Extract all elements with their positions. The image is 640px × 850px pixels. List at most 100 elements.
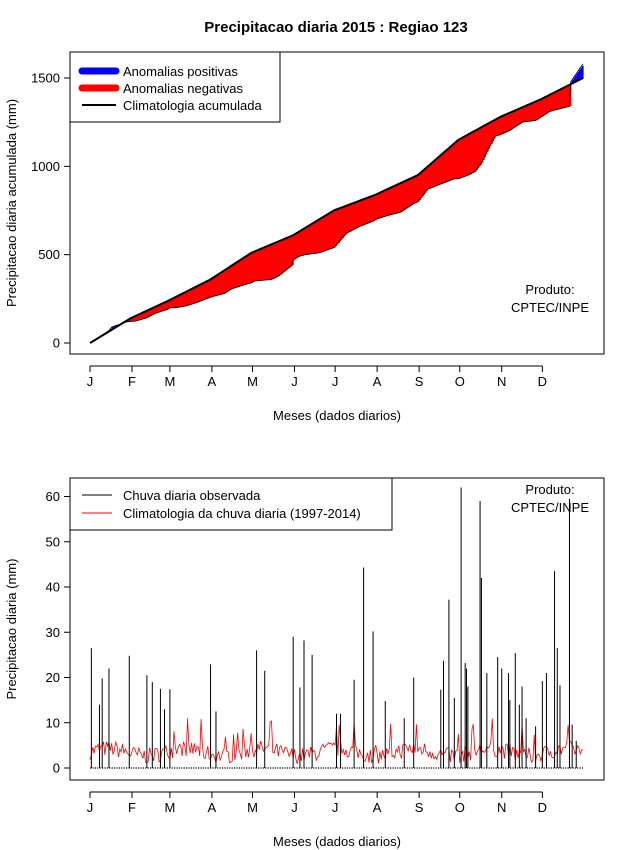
negative-anomaly-band [260,248,263,281]
negative-anomaly-band [427,166,430,190]
negative-anomaly-band [165,301,168,310]
negative-anomaly-band [276,242,279,277]
negative-anomaly-band [160,304,163,312]
negative-anomaly-band [355,202,358,229]
daily-x-tick-label: F [128,800,136,815]
negative-anomaly-band [199,284,202,302]
daily-x-tick-label: N [497,800,506,815]
negative-anomaly-band [432,162,435,188]
negative-anomaly-band [259,249,262,281]
daily-y-tick-label: 50 [46,534,60,549]
negative-anomaly-band [378,193,381,219]
negative-anomaly-band [233,264,236,289]
negative-anomaly-band [253,251,256,282]
negative-anomaly-band [341,207,344,239]
negative-anomaly-band [516,109,519,126]
negative-anomaly-band [175,297,178,308]
negative-anomaly-band [327,214,329,251]
negative-anomaly-band [442,153,445,184]
negative-anomaly-band [508,113,511,131]
negative-anomaly-band [268,245,271,280]
negative-anomaly-band [507,113,510,132]
negative-anomaly-band [272,243,275,279]
negative-anomaly-band [457,141,459,179]
negative-anomaly-band [245,256,248,285]
negative-anomaly-band [251,252,254,283]
daily-x-tick-label: J [291,800,298,815]
positive-anomaly-band [580,67,583,80]
negative-anomaly-band [513,110,516,128]
negative-anomaly-band [431,163,434,188]
negative-anomaly-band [434,161,436,187]
negative-anomaly-band [531,103,534,121]
negative-anomaly-band [458,139,461,179]
negative-anomaly-band [473,131,476,173]
negative-anomaly-band [477,129,480,169]
positive-anomaly-band [576,73,579,82]
negative-anomaly-band [303,228,306,256]
positive-anomaly-band [572,79,575,84]
cumulative-x-label: Meses (dados diarios) [273,408,401,423]
negative-anomaly-band [536,100,539,120]
negative-anomaly-band [485,125,488,155]
negative-anomaly-band [336,209,339,245]
negative-anomaly-band [192,288,195,304]
negative-anomaly-band [484,125,487,158]
negative-anomaly-band [494,119,497,137]
negative-anomaly-band [302,229,305,256]
negative-anomaly-band [234,263,237,288]
negative-anomaly-band [425,168,428,192]
daily-data-layer [89,487,584,769]
negative-anomaly-band [134,316,137,322]
negative-anomaly-band [543,97,546,116]
negative-anomaly-band [298,231,301,257]
negative-anomaly-band [488,123,491,149]
negative-anomaly-band [360,200,363,226]
cumulative-y-tick-label: 500 [38,247,60,262]
negative-anomaly-band [244,257,247,285]
negative-anomaly-band [141,313,144,320]
cumulative-y-tick-label: 1000 [31,159,60,174]
negative-anomaly-band [285,238,287,271]
negative-anomaly-band [443,152,446,183]
negative-anomaly-band [459,139,462,179]
negative-anomaly-band [392,187,394,215]
negative-anomaly-band [377,193,380,219]
negative-anomaly-band [282,239,285,273]
negative-anomaly-band [454,143,457,179]
cumulative-data-layer [89,63,584,344]
negative-anomaly-band [351,203,354,231]
negative-anomaly-band [226,268,229,292]
negative-anomaly-band [213,277,216,297]
negative-anomaly-band [325,215,328,251]
negative-anomaly-band [133,317,136,322]
negative-anomaly-band [370,196,373,223]
negative-anomaly-band [270,244,273,280]
negative-anomaly-band [383,190,386,217]
negative-anomaly-band [374,195,377,221]
negative-anomaly-band [218,274,221,295]
negative-anomaly-band [287,237,290,269]
positive-anomaly-band [581,65,584,79]
negative-anomaly-band [429,164,432,189]
negative-anomaly-band [211,278,214,297]
negative-anomaly-band [161,303,164,312]
climatology-cumulative-line [89,77,584,344]
negative-anomaly-band [493,120,496,139]
negative-anomaly-band [129,319,132,322]
negative-anomaly-band [271,244,274,280]
negative-anomaly-band [337,208,340,243]
negative-anomaly-band [424,169,427,193]
negative-anomaly-band [215,275,218,296]
negative-anomaly-band [373,195,376,222]
negative-anomaly-band [317,220,320,254]
cumulative-x-tick-label: N [497,374,506,389]
negative-anomaly-band [450,146,453,181]
negative-anomaly-band [252,252,255,283]
negative-anomaly-band [230,266,233,290]
legend-label-clim-daily: Climatologia da chuva diaria (1997-2014) [123,506,361,521]
negative-anomaly-band [316,221,319,254]
negative-anomaly-band [266,246,269,280]
negative-anomaly-band [293,235,296,260]
